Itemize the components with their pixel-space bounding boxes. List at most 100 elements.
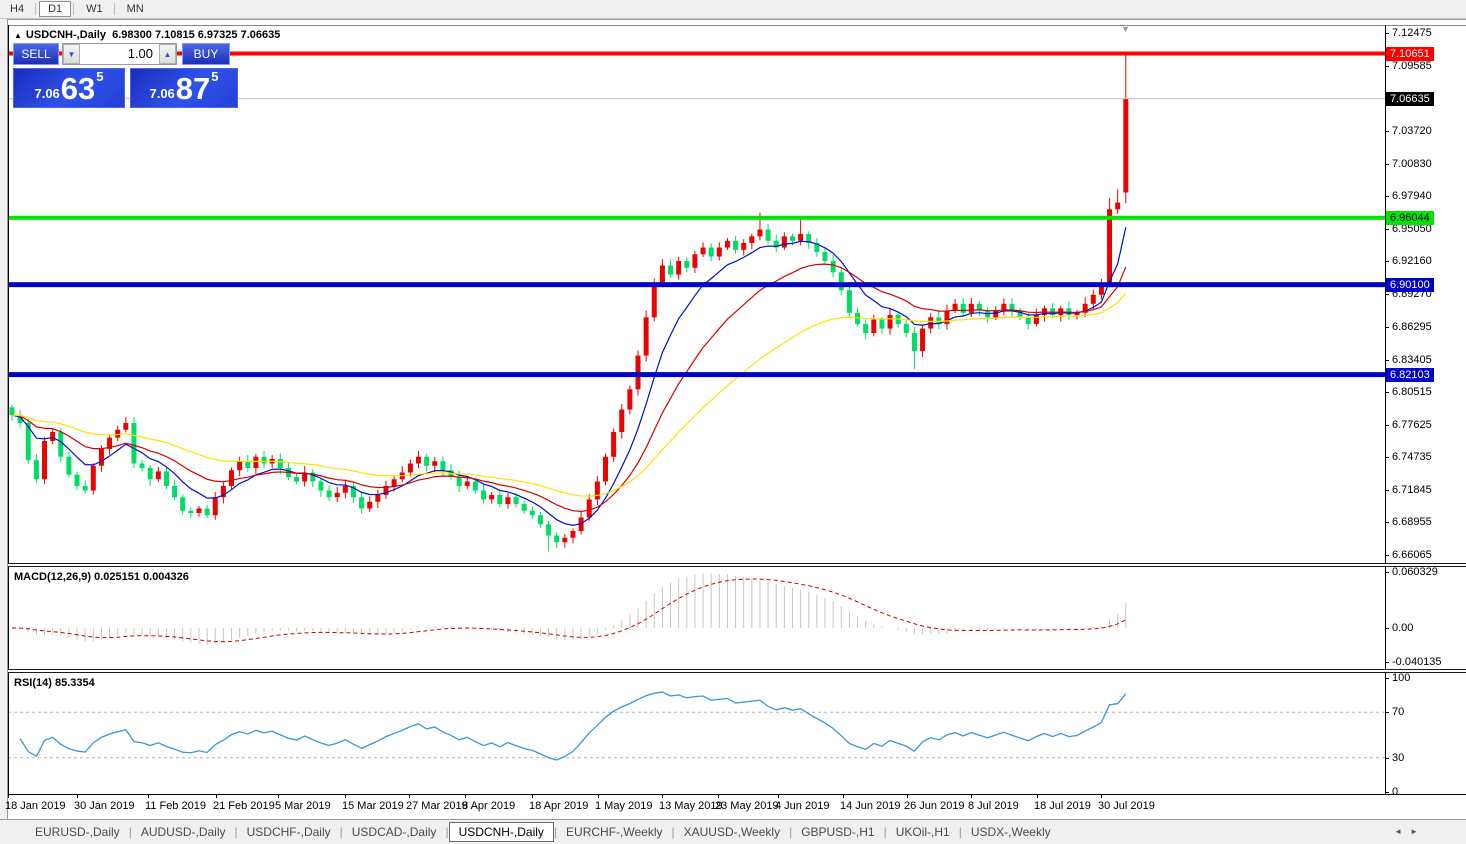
chart-graphic bbox=[529, 510, 535, 516]
buy-price-big: 87 bbox=[175, 71, 211, 106]
one-click-trading-panel: SELL ▼ 1.00 ▲ BUY 7.06 63 5 7.06 87 5 bbox=[13, 43, 241, 108]
main-price-chart[interactable] bbox=[8, 25, 1385, 563]
chart-graphic bbox=[375, 494, 381, 502]
chart-graphic bbox=[302, 472, 308, 482]
tab-usdchf-daily[interactable]: USDCHF-,Daily bbox=[246, 825, 331, 839]
rsi-tick-label: 100 bbox=[1392, 672, 1411, 684]
tab-gbpusd-h1[interactable]: GBPUSD-,H1 bbox=[801, 825, 875, 839]
rsi-indicator-panel[interactable] bbox=[8, 673, 1385, 794]
panel-splitter-macd[interactable] bbox=[8, 563, 1466, 567]
chart-graphic bbox=[19, 691, 1127, 761]
chart-graphic bbox=[107, 437, 113, 449]
chart-graphic bbox=[11, 227, 1127, 526]
price-tick-label: 7.09585 bbox=[1392, 59, 1432, 72]
chart-graphic bbox=[98, 448, 104, 466]
sell-button[interactable]: SELL bbox=[13, 43, 59, 65]
chart-graphic bbox=[594, 481, 600, 500]
chart-left-border bbox=[8, 25, 9, 795]
chart-graphic bbox=[855, 312, 861, 325]
volume-spinner[interactable]: ▼ 1.00 ▲ bbox=[62, 43, 177, 65]
price-tag-6.90100: 6.90100 bbox=[1386, 277, 1434, 292]
chart-graphic bbox=[546, 524, 552, 536]
chart-graphic bbox=[11, 292, 1127, 497]
buy-price-sup: 5 bbox=[211, 69, 219, 84]
chart-graphic bbox=[8, 372, 1385, 378]
chart-graphic bbox=[960, 303, 966, 313]
chart-graphic bbox=[8, 98, 1385, 100]
volume-increase-icon[interactable]: ▲ bbox=[159, 44, 176, 64]
chart-graphic bbox=[724, 240, 730, 248]
tab-ukoil-h1[interactable]: UKOil-,H1 bbox=[895, 825, 950, 839]
chart-graphic bbox=[1090, 294, 1096, 304]
price-tick-mark bbox=[1385, 261, 1389, 263]
chart-graphic bbox=[944, 310, 950, 325]
timeframe-toolbar: H4 D1 W1 MN bbox=[0, 0, 1466, 19]
chart-graphic bbox=[505, 497, 511, 504]
chart-graphic bbox=[700, 247, 706, 255]
price-tick-mark bbox=[1385, 457, 1389, 459]
timeframe-button-w1[interactable]: W1 bbox=[86, 3, 103, 15]
tab-xauusd-weekly[interactable]: XAUUSD-,Weekly bbox=[683, 825, 781, 839]
timeframe-button-h4[interactable]: H4 bbox=[10, 3, 25, 15]
chart-graphic bbox=[147, 468, 153, 480]
tab-audusd-daily[interactable]: AUDUSD-,Daily bbox=[140, 825, 226, 839]
chart-graphic bbox=[74, 474, 80, 486]
buy-price-display[interactable]: 7.06 87 5 bbox=[130, 68, 238, 108]
macd-indicator-panel[interactable] bbox=[8, 567, 1385, 669]
date-label: 30 Jan 2019 bbox=[74, 800, 135, 812]
chart-graphic bbox=[806, 234, 812, 244]
sell-price-display[interactable]: 7.06 63 5 bbox=[13, 68, 125, 108]
date-label: 1 May 2019 bbox=[595, 800, 653, 812]
volume-input[interactable]: 1.00 bbox=[127, 46, 153, 61]
current-bar-marker-icon: ▼ bbox=[1121, 24, 1130, 34]
tab-scroll-arrows[interactable]: ◄► bbox=[1394, 827, 1426, 836]
macd-tick-mark bbox=[1385, 628, 1389, 629]
tab-eurchf-weekly[interactable]: EURCHF-,Weekly bbox=[566, 825, 663, 839]
chart-graphic bbox=[277, 459, 283, 469]
date-label: 23 May 2019 bbox=[715, 800, 779, 812]
tab-usdx-weekly[interactable]: USDX-,Weekly bbox=[970, 825, 1051, 839]
tab-eurusd-daily[interactable]: EURUSD-,Daily bbox=[35, 825, 120, 839]
panel-splitter-rsi[interactable] bbox=[8, 669, 1466, 673]
chart-graphic bbox=[521, 503, 527, 511]
date-label: 13 May 2019 bbox=[659, 800, 723, 812]
rsi-tick-mark bbox=[1385, 792, 1389, 793]
volume-decrease-icon[interactable]: ▼ bbox=[63, 44, 80, 64]
date-label: 15 Mar 2019 bbox=[342, 800, 404, 812]
scroll-right-icon[interactable]: ► bbox=[1410, 827, 1426, 836]
price-tick-label: 6.66065 bbox=[1392, 549, 1432, 561]
chart-graphic bbox=[887, 315, 893, 329]
chart-graphic bbox=[261, 456, 267, 464]
buy-button[interactable]: BUY bbox=[182, 43, 230, 65]
tab-usdcad-daily[interactable]: USDCAD-,Daily bbox=[351, 825, 437, 839]
chart-graphic bbox=[1123, 98, 1129, 193]
price-tick-label: 7.00830 bbox=[1392, 157, 1432, 170]
tab-separator: | bbox=[234, 825, 238, 839]
chart-graphic bbox=[310, 472, 316, 482]
toolbar-separator bbox=[35, 3, 37, 15]
date-label: 14 Jun 2019 bbox=[840, 800, 901, 812]
timeframe-button-d1[interactable]: D1 bbox=[39, 1, 72, 17]
date-label: 5 Mar 2019 bbox=[275, 800, 331, 812]
chart-graphic bbox=[789, 236, 795, 241]
scroll-left-icon[interactable]: ◄ bbox=[1394, 827, 1411, 836]
tab-separator: | bbox=[128, 825, 132, 839]
chart-graphic bbox=[334, 492, 340, 498]
timeframe-button-mn[interactable]: MN bbox=[126, 3, 144, 15]
chart-graphic bbox=[741, 243, 747, 250]
chart-graphic bbox=[733, 240, 739, 250]
chart-graphic bbox=[481, 490, 487, 500]
date-label: 30 Jul 2019 bbox=[1098, 800, 1155, 812]
price-tick-mark bbox=[1385, 163, 1389, 165]
chart-graphic bbox=[11, 263, 1127, 513]
tab-separator: | bbox=[958, 825, 962, 839]
tab-usdcnh-daily[interactable]: USDCNH-,Daily bbox=[448, 822, 554, 842]
chart-graphic bbox=[586, 499, 592, 518]
price-tick-mark bbox=[1385, 424, 1389, 426]
collapse-triangle-icon[interactable]: ▲ bbox=[14, 31, 22, 40]
date-label: 18 Apr 2019 bbox=[529, 800, 589, 812]
macd-tick-mark bbox=[1385, 662, 1389, 663]
rsi-tick-label: 30 bbox=[1392, 752, 1405, 764]
date-tick-mark bbox=[8, 795, 9, 798]
